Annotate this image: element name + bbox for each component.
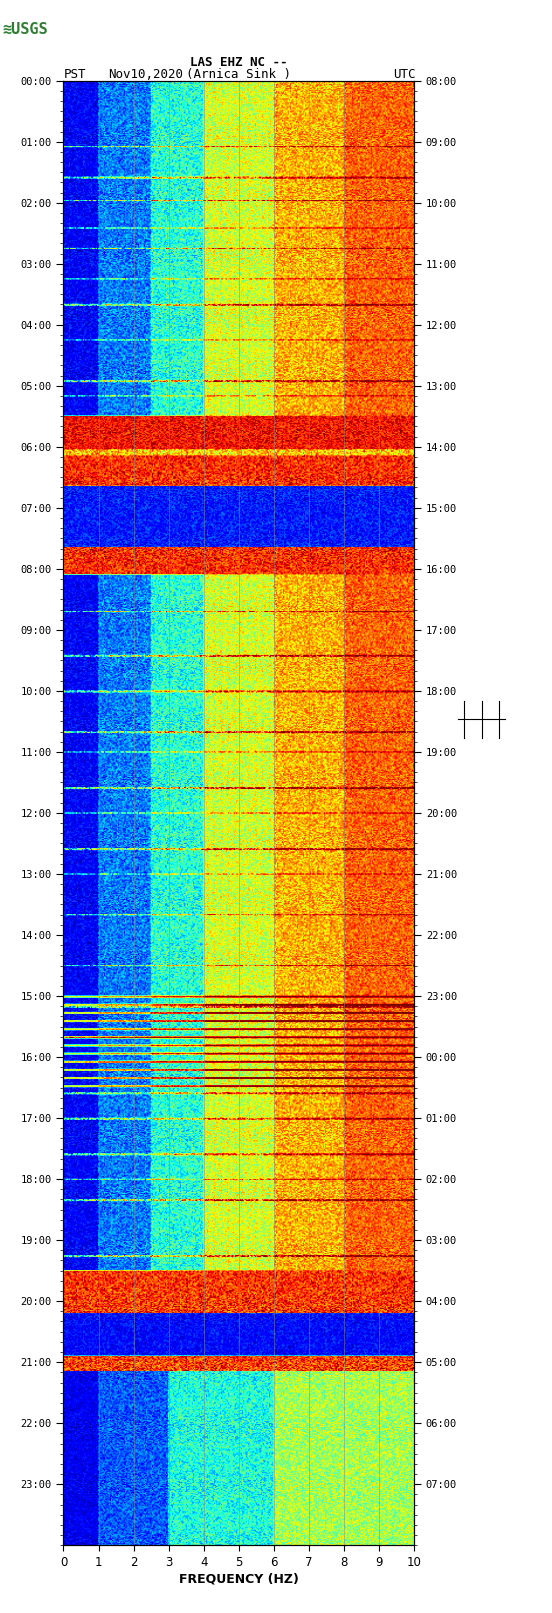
Text: UTC: UTC [393,68,416,81]
Text: PST: PST [63,68,86,81]
Text: ≋USGS: ≋USGS [3,23,49,37]
X-axis label: FREQUENCY (HZ): FREQUENCY (HZ) [179,1573,299,1586]
Text: Nov10,2020: Nov10,2020 [108,68,183,81]
Text: (Arnica Sink ): (Arnica Sink ) [186,68,291,81]
Text: LAS EHZ NC --: LAS EHZ NC -- [190,55,287,69]
